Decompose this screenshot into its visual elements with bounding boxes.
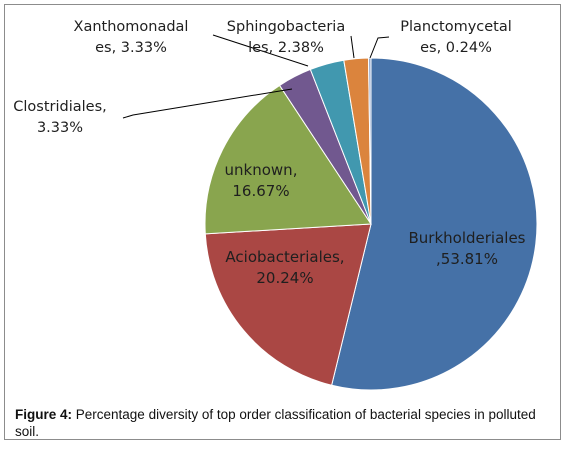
- pie-slice-unknown: [204, 84, 372, 235]
- figure-caption: Figure 4: Percentage diversity of top or…: [15, 406, 555, 440]
- leader-line-clostridiales: [122, 88, 293, 119]
- figure-frame: Burkholderiales ,53.81% Aciobacteriales, 20…: [4, 4, 561, 440]
- slice-label-planctomycetales: Planctomycetal es, 0.24%: [400, 19, 512, 56]
- pie-slice-planctomycetales: [367, 57, 372, 225]
- caption-prefix: Figure 4:: [15, 407, 73, 422]
- slice-label-xanthomonadales: Xanthomonadal es, 3.33%: [74, 19, 189, 56]
- leader-line-xanthomonadales: [212, 34, 309, 67]
- leader-line-planctomycetales: [369, 36, 390, 59]
- pie-slice-burkholderiales: [331, 57, 538, 391]
- slice-label-unknown: unknown, 16.67%: [225, 161, 298, 200]
- leader-line-sphingobacteriales: [350, 35, 355, 59]
- slice-label-sphingobacteriales: Sphingobacteria les, 2.38%: [227, 19, 345, 56]
- caption-text: Percentage diversity of top order classi…: [15, 407, 536, 439]
- slice-label-clostridiales: Clostridiales, 3.33%: [13, 99, 107, 136]
- slice-label-burkholderiales: Burkholderiales ,53.81%: [409, 229, 526, 268]
- slice-label-aciobacteriales: Aciobacteriales, 20.24%: [225, 248, 344, 287]
- pie-slice-aciobacteriales: [204, 223, 372, 386]
- pie-chart: Burkholderiales ,53.81% Aciobacteriales, 20…: [13, 19, 538, 391]
